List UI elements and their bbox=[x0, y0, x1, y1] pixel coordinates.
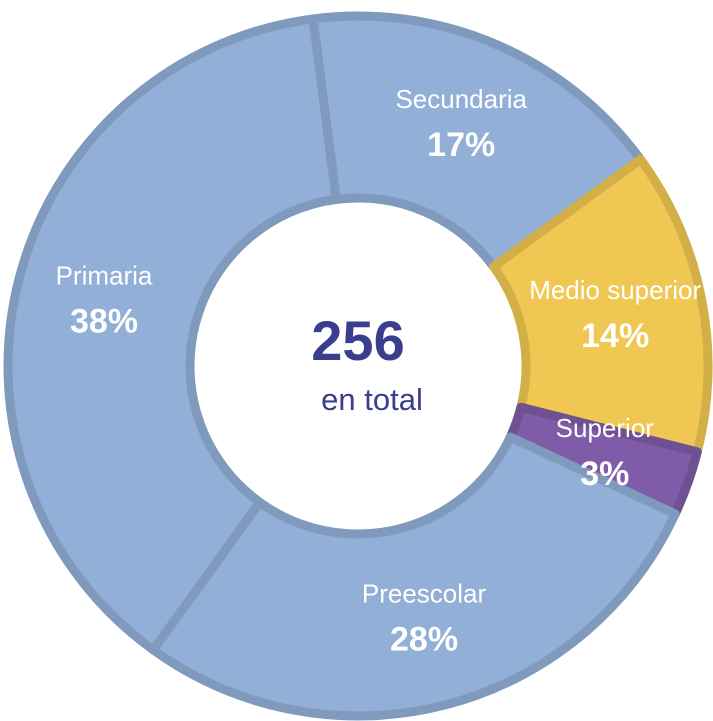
slice-label: Medio superior bbox=[529, 275, 701, 305]
slice-label: Superior bbox=[556, 413, 655, 443]
slice bbox=[148, 432, 680, 721]
slice-value-label: 38% bbox=[70, 303, 138, 341]
slice bbox=[489, 154, 713, 457]
slices bbox=[3, 11, 713, 721]
slice-value-label: 14% bbox=[581, 317, 649, 355]
center-label: en total bbox=[321, 382, 423, 417]
slice-label: Secundaria bbox=[395, 84, 527, 114]
slice-label: Preescolar bbox=[362, 578, 487, 608]
labels: Secundaria 17% Medio superior 14% Superior 3%… bbox=[56, 84, 702, 658]
center-value: 256 bbox=[311, 309, 404, 372]
slice-value-label: 28% bbox=[390, 621, 458, 659]
slice bbox=[308, 11, 645, 272]
slice-value-label: 17% bbox=[427, 126, 495, 164]
slice-value-label: 3% bbox=[580, 455, 629, 493]
slice bbox=[3, 14, 341, 655]
slice-label: Primaria bbox=[56, 261, 153, 291]
